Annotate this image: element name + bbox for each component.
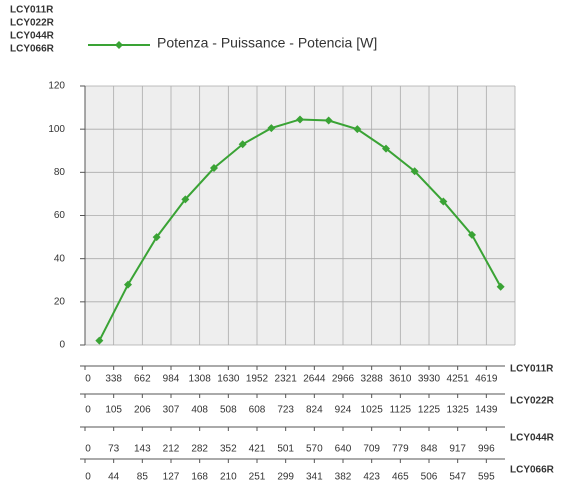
legend-label: Potenza - Puissance - Potencia [W] [157, 35, 377, 51]
x-tick-label: 608 [249, 405, 266, 416]
legend-marker [115, 41, 123, 49]
point [124, 280, 132, 289]
model-label: LCY044R [10, 31, 55, 42]
x-tick-label: 3288 [361, 374, 384, 385]
y-tick-label: 120 [48, 81, 65, 92]
x-tick-label: 1325 [447, 405, 470, 416]
model-label: LCY066R [10, 44, 55, 55]
model-label: LCY022R [10, 18, 55, 29]
x-tick-label: 2644 [303, 374, 326, 385]
y-tick-label: 80 [54, 167, 66, 178]
x-tick-label: 501 [277, 444, 294, 455]
x-tick-label: 723 [277, 405, 294, 416]
x-tick-label: 143 [134, 444, 151, 455]
x-tick-label: 341 [306, 472, 323, 483]
point [238, 140, 247, 149]
x-tick-label: 73 [108, 444, 120, 455]
x-tick-label: 44 [108, 472, 120, 483]
point [152, 233, 161, 242]
model-label: LCY011R [10, 5, 54, 16]
x-tick-label: 3930 [418, 374, 441, 385]
x-tick-label: 421 [249, 444, 266, 455]
x-tick-label: 0 [85, 444, 91, 455]
x-tick-label: 640 [335, 444, 352, 455]
x-tick-label: 924 [335, 405, 352, 416]
x-tick-label: 2966 [332, 374, 355, 385]
point [181, 195, 190, 204]
x-tick-label: 299 [277, 472, 294, 483]
x-tick-label: 307 [163, 405, 180, 416]
x-tick-label: 0 [85, 405, 91, 416]
point [468, 230, 476, 239]
x-tick-label: 1630 [217, 374, 240, 385]
x-tick-label: 547 [449, 472, 466, 483]
x-tick-label: 508 [220, 405, 237, 416]
x-tick-label: 917 [449, 444, 466, 455]
x-tick-label: 595 [478, 472, 495, 483]
x-tick-label: 408 [191, 405, 208, 416]
x-tick-label: 352 [220, 444, 237, 455]
y-tick-label: 60 [54, 210, 66, 221]
point [439, 197, 448, 206]
x-tick-label: 1308 [189, 374, 212, 385]
x-tick-label: 0 [85, 472, 91, 483]
x-tick-label: 1439 [475, 405, 498, 416]
x-tick-label: 0 [85, 374, 91, 385]
x-tick-label: 996 [478, 444, 495, 455]
point [296, 115, 304, 124]
x-tick-label: 127 [163, 472, 180, 483]
x-axis-name: LCY044R [510, 433, 555, 444]
point [267, 124, 276, 133]
x-tick-label: 1225 [418, 405, 441, 416]
x-tick-label: 382 [335, 472, 352, 483]
x-tick-label: 1952 [246, 374, 269, 385]
x-tick-label: 4251 [447, 374, 470, 385]
x-tick-label: 338 [105, 374, 122, 385]
point [210, 164, 218, 173]
x-tick-label: 251 [249, 472, 266, 483]
x-tick-label: 662 [134, 374, 151, 385]
x-tick-label: 465 [392, 472, 409, 483]
x-tick-label: 506 [421, 472, 438, 483]
x-tick-label: 4619 [475, 374, 498, 385]
x-tick-label: 1025 [361, 405, 384, 416]
x-tick-label: 2321 [275, 374, 298, 385]
x-tick-label: 824 [306, 405, 323, 416]
point [410, 167, 419, 176]
x-tick-label: 210 [220, 472, 237, 483]
point [324, 116, 333, 125]
y-tick-label: 100 [48, 124, 65, 135]
x-tick-label: 85 [137, 472, 149, 483]
x-tick-label: 779 [392, 444, 409, 455]
x-tick-label: 848 [421, 444, 438, 455]
x-tick-label: 212 [163, 444, 180, 455]
x-axis-name: LCY022R [510, 396, 555, 407]
x-tick-label: 105 [105, 405, 122, 416]
x-axis-name: LCY066R [510, 465, 555, 476]
x-tick-label: 984 [163, 374, 180, 385]
x-tick-label: 1125 [390, 405, 412, 416]
x-tick-label: 3610 [389, 374, 412, 385]
x-axis-name: LCY011R [510, 364, 554, 375]
point [382, 144, 390, 153]
y-tick-label: 20 [54, 296, 66, 307]
x-tick-label: 423 [363, 472, 380, 483]
point [95, 336, 104, 345]
x-tick-label: 570 [306, 444, 323, 455]
x-tick-label: 282 [191, 444, 208, 455]
x-tick-label: 168 [191, 472, 208, 483]
x-tick-label: 206 [134, 405, 151, 416]
y-tick-label: 40 [54, 253, 66, 264]
point [353, 125, 362, 134]
x-tick-label: 709 [363, 444, 380, 455]
point [496, 282, 505, 291]
y-tick-label: 0 [59, 340, 65, 351]
